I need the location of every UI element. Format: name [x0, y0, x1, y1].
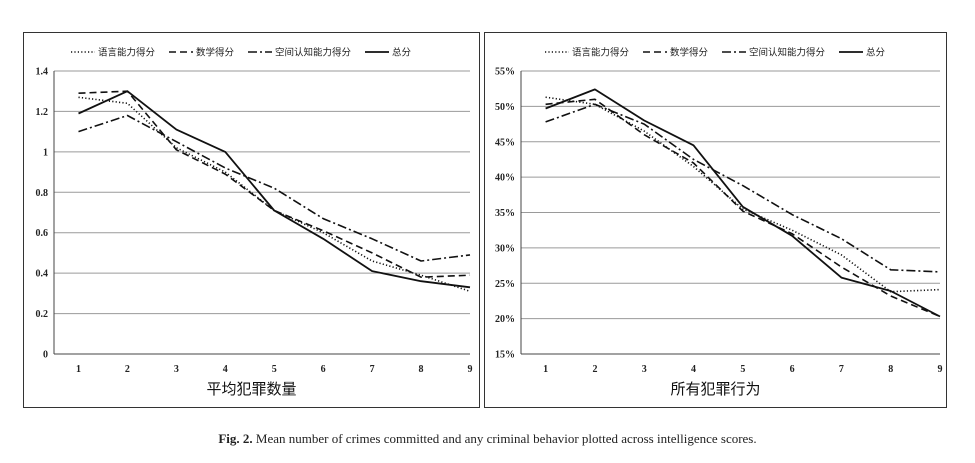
y-tick-label: 0 [43, 350, 48, 361]
series-line [545, 88, 941, 318]
x-tick-label: 5 [272, 364, 277, 375]
x-tick-label: 3 [642, 364, 647, 375]
x-tick-label: 1 [543, 364, 548, 375]
panel-title-any-crime: 所有犯罪行为 [670, 380, 761, 398]
x-tick-label: 7 [370, 364, 375, 375]
panel-title-mean-crimes: 平均犯罪数量 [206, 380, 297, 398]
series-line [78, 114, 471, 262]
chart-panel-any-crime: 15% 20% 25% 30% 35% 40% 45% 50% 55% 1 2 3 4 5 6 7 8 9 语言能力… [484, 32, 947, 408]
y-tick-label: 0.4 [36, 269, 49, 280]
x-tick-label: 3 [174, 364, 179, 375]
y-tick-label: 0.6 [36, 228, 49, 239]
x-tick-label: 6 [790, 364, 795, 375]
series-line [78, 90, 471, 278]
y-tick-label: 35% [495, 208, 515, 219]
y-tick-label: 40% [495, 173, 515, 184]
y-tick-label: 25% [495, 279, 515, 290]
y-tick-label: 15% [495, 350, 515, 361]
series-line [78, 90, 471, 289]
x-tick-label: 2 [125, 364, 130, 375]
chart-mean-crimes: 0 0.2 0.4 0.6 0.8 1 1.2 1.4 1 2 3 4 5 6 7 8 9 语言能力得分 数学得分 空… [36, 47, 473, 376]
x-tick-label: 1 [76, 364, 81, 375]
y-tick-label: 50% [495, 102, 515, 113]
series-line [545, 103, 941, 273]
y-tick-label: 0.2 [36, 309, 49, 320]
y-tick-label: 30% [495, 243, 515, 254]
figure-caption: Fig. 2. Mean number of crimes committed … [0, 431, 975, 447]
y-tick-label: 1 [43, 147, 48, 158]
y-tick-label: 0.8 [36, 188, 49, 199]
legend-label: 空间认知能力得分 [275, 47, 352, 59]
legend-label: 空间认知能力得分 [749, 47, 826, 59]
x-tick-label: 6 [321, 364, 326, 375]
series-line [78, 96, 471, 293]
x-tick-label: 9 [468, 364, 473, 375]
x-tick-label: 5 [740, 364, 745, 375]
x-tick-label: 4 [691, 364, 696, 375]
y-tick-label: 55% [495, 67, 515, 78]
x-tick-label: 7 [839, 364, 844, 375]
x-tick-label: 4 [223, 364, 228, 375]
caption-text: Mean number of crimes committed and any … [252, 431, 757, 446]
legend-label: 语言能力得分 [98, 47, 156, 59]
legend-label: 数学得分 [196, 47, 235, 59]
y-tick-label: 20% [495, 314, 515, 325]
x-tick-label: 9 [938, 364, 943, 375]
x-tick-label: 8 [419, 364, 424, 375]
x-tick-label: 8 [888, 364, 893, 375]
y-tick-label: 1.4 [36, 67, 49, 78]
series-line [545, 98, 941, 318]
legend-label: 数学得分 [670, 47, 709, 59]
x-tick-label: 2 [592, 364, 597, 375]
legend-label: 总分 [392, 47, 412, 59]
legend-label: 语言能力得分 [572, 47, 630, 59]
chart-any-crime: 15% 20% 25% 30% 35% 40% 45% 50% 55% 1 2 3 4 5 6 7 8 9 语言能力… [495, 47, 943, 376]
series-line [545, 96, 941, 293]
chart-panel-mean-crimes: 0 0.2 0.4 0.6 0.8 1 1.2 1.4 1 2 3 4 5 6 7 8 9 语言能力得分 数学得分 空… [23, 32, 480, 408]
y-tick-label: 45% [495, 137, 515, 148]
legend-label: 总分 [866, 47, 886, 59]
caption-label: Fig. 2. [218, 431, 253, 446]
y-tick-label: 1.2 [36, 107, 49, 118]
